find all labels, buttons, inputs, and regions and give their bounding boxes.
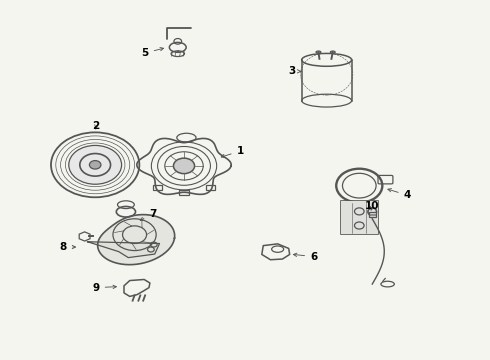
Bar: [341, 201, 377, 234]
Text: 4: 4: [388, 189, 411, 200]
Bar: [179, 190, 189, 195]
Text: 3: 3: [289, 66, 301, 76]
Text: 9: 9: [93, 283, 116, 293]
Circle shape: [89, 161, 101, 169]
Text: 5: 5: [142, 48, 164, 58]
Bar: [369, 212, 376, 217]
Circle shape: [173, 158, 195, 174]
Bar: [206, 185, 215, 190]
Bar: [341, 201, 377, 234]
Text: 8: 8: [60, 242, 75, 252]
Polygon shape: [88, 242, 160, 258]
Polygon shape: [98, 215, 174, 265]
Bar: [153, 185, 162, 190]
Circle shape: [69, 145, 122, 184]
Text: 10: 10: [365, 202, 379, 211]
Text: 6: 6: [294, 252, 318, 262]
Text: 2: 2: [93, 121, 100, 131]
Text: 1: 1: [221, 146, 244, 158]
Text: 7: 7: [140, 208, 156, 220]
